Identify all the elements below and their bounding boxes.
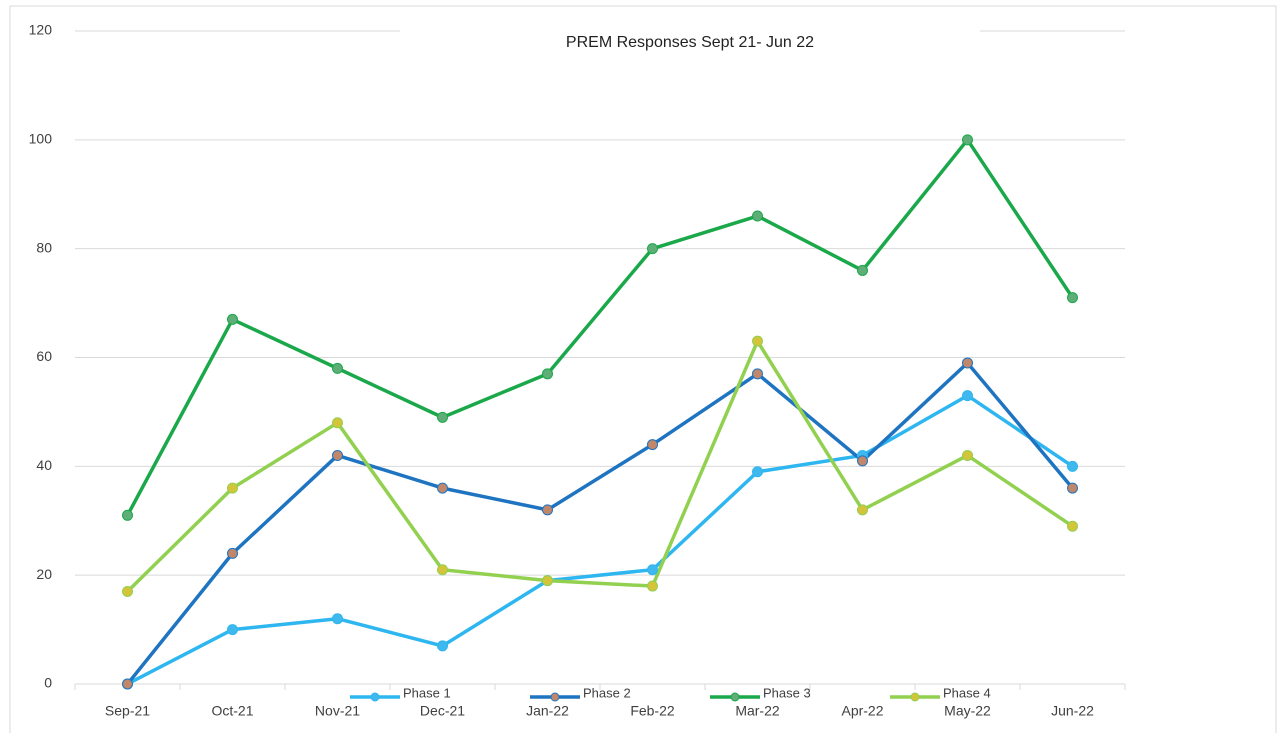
chart-frame: [9, 5, 1277, 733]
marker: [332, 449, 343, 461]
legend-label: Phase 3: [763, 685, 811, 700]
legend-marker: [550, 692, 560, 702]
x-tick-label: Sep-21: [105, 703, 150, 719]
marker: [1067, 482, 1078, 494]
legend-marker: [370, 692, 380, 702]
y-tick-label: 60: [36, 348, 52, 364]
y-tick-label: 20: [36, 566, 52, 582]
marker: [227, 313, 238, 325]
marker: [962, 134, 973, 146]
y-tick-label: 80: [36, 239, 52, 255]
marker: [752, 335, 763, 347]
marker: [1067, 520, 1078, 532]
chart-title: PREM Responses Sept 21- Jun 22: [566, 34, 814, 51]
legend-label: Phase 1: [403, 685, 451, 700]
x-tick-label: Oct-21: [211, 703, 253, 719]
y-tick-label: 40: [36, 457, 52, 473]
title-bg: [400, 22, 980, 64]
marker: [227, 482, 238, 494]
marker: [227, 624, 238, 636]
marker: [857, 504, 868, 516]
marker: [962, 357, 973, 369]
marker: [857, 264, 868, 276]
marker: [647, 564, 658, 576]
marker: [332, 417, 343, 429]
x-tick-label: Nov-21: [315, 703, 360, 719]
marker: [857, 455, 868, 467]
line-series: [126, 393, 1074, 686]
line-series: [126, 339, 1074, 593]
marker: [332, 362, 343, 374]
y-tick-label: 100: [29, 131, 53, 147]
marker: [647, 439, 658, 451]
x-tick-label: Mar-22: [735, 703, 780, 719]
marker: [437, 482, 448, 494]
marker: [542, 368, 553, 380]
marker: [437, 564, 448, 576]
marker: [227, 547, 238, 559]
x-tick-label: Jan-22: [526, 703, 569, 719]
marker: [962, 390, 973, 402]
x-tick-label: Dec-21: [420, 703, 465, 719]
marker: [542, 575, 553, 587]
marker: [962, 449, 973, 461]
marker: [122, 585, 133, 597]
marker: [647, 580, 658, 592]
marker: [752, 466, 763, 478]
legend-marker: [910, 692, 920, 702]
x-tick-label: May-22: [944, 703, 991, 719]
y-tick-label: 120: [29, 22, 53, 38]
marker: [542, 504, 553, 516]
marker: [437, 411, 448, 423]
x-tick-label: Apr-22: [841, 703, 883, 719]
y-tick-label: 0: [44, 675, 52, 691]
marker: [752, 368, 763, 380]
marker: [332, 613, 343, 625]
marker: [122, 678, 133, 690]
marker: [752, 210, 763, 222]
marker: [1067, 292, 1078, 304]
x-tick-label: Feb-22: [630, 703, 675, 719]
marker: [1067, 460, 1078, 472]
marker: [122, 509, 133, 521]
line-series: [126, 361, 1074, 686]
legend-label: Phase 2: [583, 685, 631, 700]
line-series: [125, 138, 1074, 517]
marker: [437, 640, 448, 652]
x-tick-label: Jun-22: [1051, 703, 1094, 719]
legend-label: Phase 4: [943, 685, 991, 700]
legend-marker: [730, 692, 740, 702]
marker: [647, 243, 658, 255]
